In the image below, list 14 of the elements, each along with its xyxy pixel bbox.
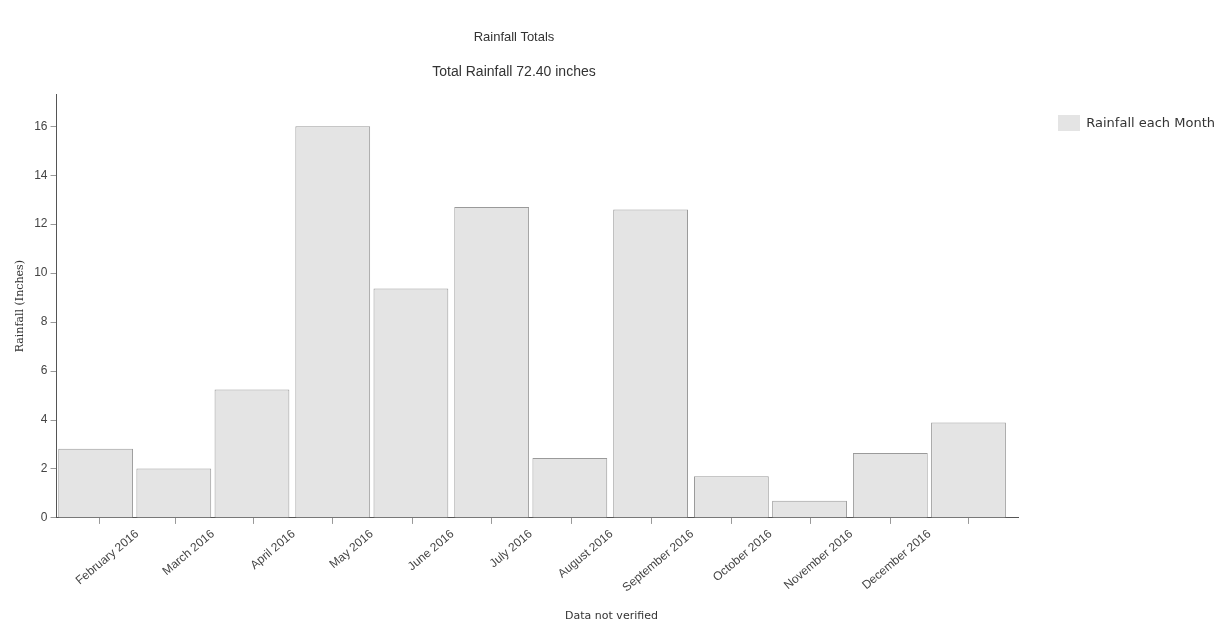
y-tick-label: 6 [40, 363, 48, 378]
text: Data not verified [565, 609, 658, 623]
chart-subtitle: Total Rainfall 72.40 inches [432, 62, 596, 79]
y-tick-label: 4 [40, 412, 48, 427]
y-tick-label: 0 [40, 510, 48, 525]
y-tick-label: 14 [34, 167, 48, 182]
y-tick-label: 2 [40, 461, 48, 476]
y-axis-title: Rainfall (Inches) [13, 260, 27, 353]
y-tick-label: 10 [34, 265, 48, 280]
y-tick-label: 12 [34, 216, 48, 231]
y-tick-label: 16 [34, 118, 48, 133]
y-tick-label: 8 [40, 314, 48, 329]
legend-label: Rainfall each Month [1086, 114, 1215, 130]
chart-title: Rainfall Totals [473, 29, 555, 45]
